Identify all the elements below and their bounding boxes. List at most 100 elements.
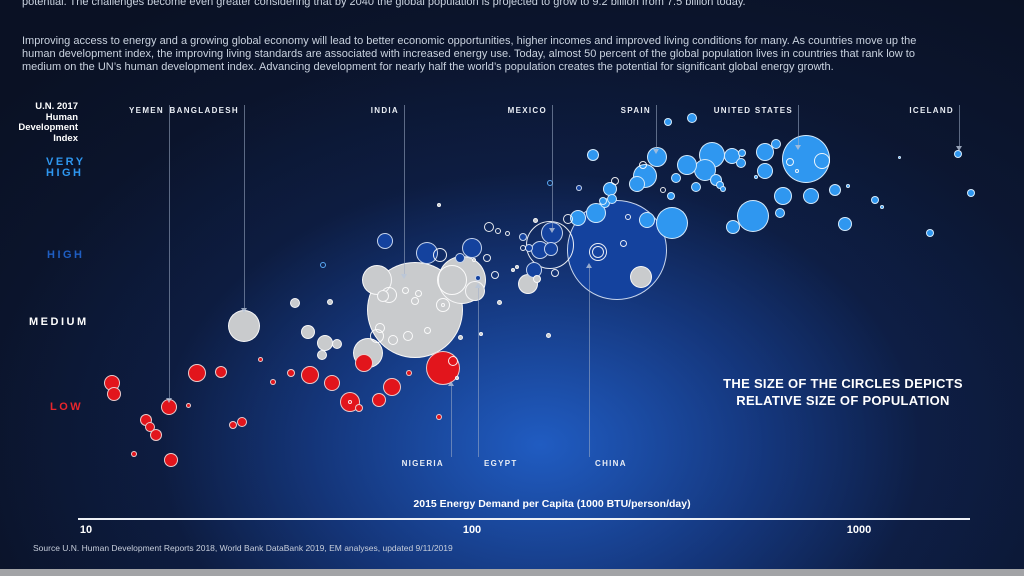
bubble bbox=[406, 370, 412, 376]
country-label-india: INDIA bbox=[370, 106, 399, 115]
bubble bbox=[475, 275, 481, 281]
bubble bbox=[611, 177, 619, 185]
bubble bbox=[677, 155, 697, 175]
bubble bbox=[355, 354, 373, 372]
band-label-very-high: VERY HIGH bbox=[46, 156, 86, 179]
bubble bbox=[829, 184, 841, 196]
x-tick-10: 10 bbox=[79, 524, 93, 536]
size-legend-line-1: THE SIZE OF THE CIRCLES DEPICTS bbox=[723, 376, 963, 391]
bubble bbox=[462, 238, 482, 258]
bubble bbox=[496, 299, 502, 305]
bubble bbox=[664, 118, 672, 126]
intro-paragraph: Improving access to energy and a growing… bbox=[22, 35, 916, 74]
bubble bbox=[774, 187, 792, 205]
bottom-scrollbar[interactable] bbox=[0, 569, 1024, 576]
bubble bbox=[551, 269, 559, 277]
bubble bbox=[726, 220, 740, 234]
bubble bbox=[437, 203, 441, 207]
bubble bbox=[838, 217, 852, 231]
bubble bbox=[301, 325, 315, 339]
bubble bbox=[803, 188, 819, 204]
bubble bbox=[229, 421, 237, 429]
country-label-china: CHINA bbox=[595, 459, 627, 468]
bubble bbox=[639, 161, 647, 169]
annotation-arrow bbox=[448, 381, 454, 386]
bubble bbox=[317, 335, 333, 351]
bubble bbox=[355, 404, 363, 412]
annotation-arrow bbox=[956, 146, 962, 151]
x-tick-100: 100 bbox=[462, 524, 482, 536]
country-label-bangladesh: BANGLADESH bbox=[169, 106, 239, 115]
bubble bbox=[525, 244, 533, 252]
bubble bbox=[897, 155, 901, 159]
bubble bbox=[375, 323, 385, 333]
bubble bbox=[630, 266, 652, 288]
bubble bbox=[455, 376, 459, 380]
bubble bbox=[519, 233, 527, 241]
annotation-arrow bbox=[549, 228, 555, 233]
country-label-mexico: MEXICO bbox=[507, 106, 547, 115]
bubble bbox=[515, 265, 519, 269]
bubble bbox=[533, 275, 541, 283]
bubble bbox=[786, 158, 794, 166]
spain-bubble bbox=[647, 147, 667, 167]
country-label-united-states: UNITED STATES bbox=[713, 106, 793, 115]
band-label-medium: MEDIUM bbox=[29, 316, 89, 328]
bubble bbox=[164, 453, 178, 467]
bubble bbox=[495, 228, 501, 234]
bubble bbox=[589, 243, 607, 261]
bubble bbox=[107, 387, 121, 401]
bubble bbox=[607, 194, 617, 204]
bubble bbox=[871, 196, 879, 204]
country-label-egypt: EGYPT bbox=[484, 459, 518, 468]
bubble bbox=[131, 451, 137, 457]
bubble bbox=[656, 207, 688, 239]
bubble bbox=[215, 366, 227, 378]
bubble bbox=[671, 173, 681, 183]
bubble bbox=[472, 258, 476, 262]
bubble bbox=[756, 143, 774, 161]
country-label-yemen: YEMEN bbox=[129, 106, 164, 115]
bubble bbox=[348, 400, 352, 404]
annotation-arrow bbox=[166, 398, 172, 403]
bubble bbox=[257, 356, 263, 362]
bubble bbox=[880, 205, 884, 209]
size-legend: THE SIZE OF THE CIRCLES DEPICTS RELATIVE… bbox=[723, 375, 963, 409]
bubble bbox=[270, 379, 276, 385]
bubble bbox=[317, 350, 327, 360]
annotation-arrow bbox=[653, 149, 659, 154]
bubble bbox=[433, 248, 447, 262]
bubble bbox=[327, 299, 333, 305]
iceland-bubble bbox=[954, 150, 962, 158]
bubble bbox=[814, 153, 830, 169]
bubble bbox=[145, 422, 155, 432]
bubble bbox=[237, 417, 247, 427]
annotation-line bbox=[589, 268, 590, 457]
bubble bbox=[372, 393, 386, 407]
bubble bbox=[290, 298, 300, 308]
bubble bbox=[737, 200, 769, 232]
bubble bbox=[411, 297, 419, 305]
annotation-line bbox=[451, 386, 452, 457]
annotation-arrow bbox=[795, 145, 801, 150]
bubble bbox=[660, 187, 666, 193]
annotation-arrow bbox=[241, 308, 247, 313]
annotation-line bbox=[478, 288, 479, 457]
source-text: Source U.N. Human Development Reports 20… bbox=[33, 543, 453, 553]
size-legend-line-2: RELATIVE SIZE OF POPULATION bbox=[736, 393, 950, 408]
bubble bbox=[301, 366, 319, 384]
bubble bbox=[691, 182, 701, 192]
bubble bbox=[738, 149, 746, 157]
bubble bbox=[625, 214, 631, 220]
bubble bbox=[441, 303, 445, 307]
annotation-line bbox=[169, 105, 170, 398]
annotation-line bbox=[552, 105, 553, 228]
bubble bbox=[484, 222, 494, 232]
bubble bbox=[754, 175, 758, 179]
annotation-arrow bbox=[586, 263, 592, 268]
bubble bbox=[414, 289, 422, 297]
bubble bbox=[520, 245, 526, 251]
annotation-arrow bbox=[401, 274, 407, 279]
bubble bbox=[401, 286, 409, 294]
